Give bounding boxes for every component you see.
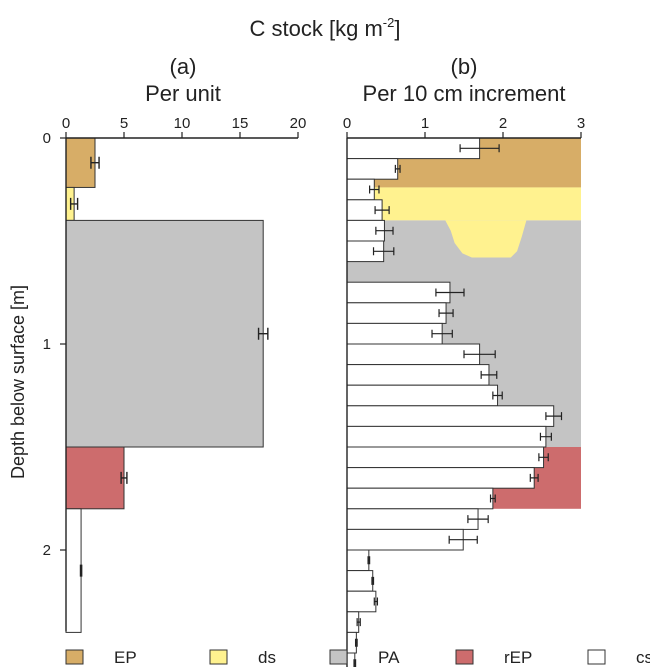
panel-a-letter: (a)	[170, 54, 197, 79]
increment-bar-1	[346, 158, 399, 180]
increment-bar-12	[346, 384, 499, 407]
legend-label-ds: ds	[258, 648, 276, 667]
error-bar-ds	[69, 197, 79, 210]
main-title-superscript: -2	[383, 15, 395, 30]
panel-b-x-tick-label: 1	[421, 115, 429, 132]
error-bar-cs	[79, 564, 83, 577]
main-title: C stock [kg m-2]	[250, 15, 401, 41]
legend-swatch-EP	[65, 649, 84, 665]
panel-a-x-tick-label: 5	[120, 115, 128, 132]
increment-bar-22	[346, 590, 377, 613]
increment-error-bar-7	[435, 288, 465, 297]
error-bar-rEP	[120, 471, 128, 484]
increment-error-bar-5	[372, 247, 395, 256]
legend-swatch-PA	[329, 649, 348, 665]
increment-error-bar-12	[492, 391, 503, 400]
ds-pocket	[445, 220, 527, 258]
bar-cs	[65, 508, 82, 633]
increment-error-bar-8	[438, 309, 454, 318]
legend-label-cs: cs	[636, 648, 650, 667]
panel-b-x-tick-label: 0	[343, 115, 351, 132]
panel-a-x-tick-label: 15	[232, 115, 249, 132]
increment-error-bar-21	[371, 576, 375, 585]
legend-label-PA: PA	[378, 648, 400, 667]
increment-error-bar-25	[353, 659, 357, 667]
band-ds	[347, 187, 581, 221]
increment-error-bar-3	[374, 206, 390, 215]
increment-error-bar-24	[354, 638, 358, 647]
increment-error-bar-20	[367, 556, 371, 565]
increment-bar-16	[346, 467, 535, 489]
increment-bar-17	[346, 487, 494, 510]
increment-error-bar-9	[431, 329, 453, 338]
increment-bar-14	[346, 425, 547, 448]
legend-swatch-rEP	[455, 649, 474, 665]
increment-error-bar-4	[375, 226, 394, 235]
increment-bar-9	[346, 322, 443, 345]
legend-swatch-ds	[209, 649, 228, 665]
panel-a: 0 5 10 15 20 0 1 2	[43, 115, 307, 633]
panel-a-y-tick-label: 1	[43, 336, 51, 353]
legend: EP ds PA rEP cs	[65, 648, 650, 667]
y-axis-label: Depth below surface [m]	[8, 285, 28, 479]
increment-error-bar-11	[480, 370, 498, 379]
increment-error-bar-0	[459, 144, 500, 153]
panel-b-x-tick-label: 2	[499, 115, 507, 132]
increment-bar-13	[346, 405, 555, 427]
bar-rEP	[65, 446, 125, 510]
increment-bar-15	[346, 446, 545, 469]
panel-a-subtitle: Per unit	[145, 81, 221, 106]
increment-error-bar-15	[538, 453, 549, 462]
increment-bar-18	[346, 508, 479, 530]
increment-bar-19	[346, 528, 464, 551]
main-title-end: ]	[394, 16, 400, 41]
increment-bar-8	[346, 302, 447, 324]
main-title-text: C stock [kg m	[250, 16, 383, 41]
legend-swatch-cs	[587, 649, 606, 665]
panel-a-y-tick-label: 2	[43, 542, 51, 559]
increment-error-bar-10	[463, 350, 496, 359]
panel-a-x-tick-label: 10	[174, 115, 191, 132]
increment-error-bar-14	[539, 432, 552, 441]
increment-error-bar-1	[394, 164, 401, 173]
panel-a-x-tick-label: 20	[290, 115, 307, 132]
panel-a-x-tick-label: 0	[62, 115, 70, 132]
error-bar-PA	[257, 327, 269, 340]
increment-bar-7	[346, 281, 451, 304]
increment-error-bar-18	[467, 515, 489, 524]
increment-bar-10	[346, 343, 481, 366]
increment-bar-24	[346, 631, 357, 654]
panel-b-letter: (b)	[451, 54, 478, 79]
panel-a-y-tick-label: 0	[43, 130, 51, 147]
legend-label-rEP: rEP	[504, 648, 532, 667]
increment-error-bar-22	[373, 597, 379, 606]
panel-b: 0 1 2 3	[343, 115, 585, 667]
increment-error-bar-13	[545, 412, 563, 421]
panel-b-x-tick-label: 3	[577, 115, 585, 132]
increment-bar-11	[346, 364, 490, 386]
increment-error-bar-19	[448, 535, 478, 544]
increment-error-bar-2	[369, 185, 380, 194]
increment-error-bar-16	[529, 473, 539, 482]
error-bar-EP	[90, 156, 100, 169]
increment-error-bar-17	[489, 494, 496, 503]
increment-bar-21	[346, 570, 374, 592]
panel-b-subtitle: Per 10 cm increment	[363, 81, 566, 106]
increment-error-bar-23	[356, 618, 361, 627]
legend-label-EP: EP	[114, 648, 137, 667]
increment-bar-20	[346, 549, 370, 572]
bar-PA	[65, 219, 264, 448]
